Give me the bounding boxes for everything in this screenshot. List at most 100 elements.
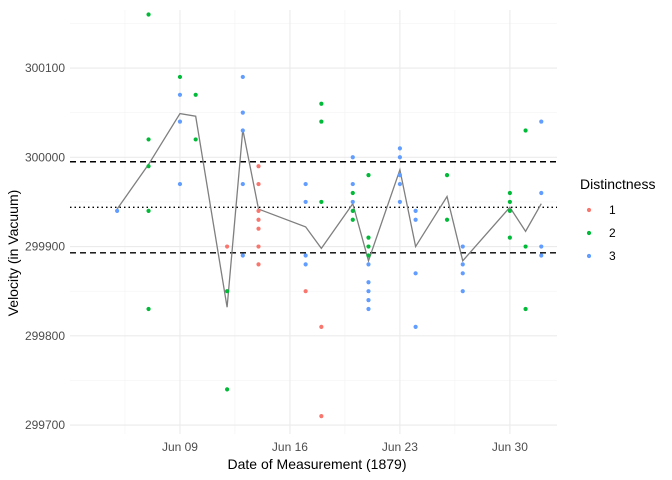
y-tick-label: 299800 (25, 329, 65, 343)
data-point-distinctness-1 (256, 262, 261, 267)
data-point-distinctness-3 (539, 244, 544, 249)
data-point-distinctness-3 (413, 217, 418, 222)
legend-key-1 (586, 207, 592, 213)
data-point-distinctness-3 (460, 289, 465, 294)
data-point-distinctness-3 (397, 199, 403, 205)
data-point-distinctness-2 (319, 101, 324, 106)
data-point-distinctness-2 (146, 208, 151, 213)
data-point-distinctness-2 (146, 12, 151, 17)
x-axis-tick-labels: Jun 09 Jun 16 Jun 23 Jun 30 (162, 440, 528, 454)
legend-key-2 (586, 230, 592, 236)
data-point-distinctness-2 (350, 208, 355, 213)
legend-entries: 1 2 3 (586, 203, 616, 263)
data-point-distinctness-2 (366, 235, 371, 240)
data-point-distinctness-3 (397, 155, 403, 160)
data-point-distinctness-2 (193, 92, 198, 97)
data-point-distinctness-3 (303, 181, 308, 187)
data-point-distinctness-3 (303, 253, 308, 258)
data-points (115, 12, 544, 419)
data-point-distinctness-3 (460, 271, 465, 276)
data-point-distinctness-2 (523, 306, 528, 312)
data-point-distinctness-3 (539, 190, 544, 196)
data-point-distinctness-2 (366, 173, 371, 178)
data-point-distinctness-3 (177, 181, 183, 187)
data-point-distinctness-2 (224, 289, 230, 294)
data-point-distinctness-3 (413, 324, 418, 329)
data-point-distinctness-1 (256, 226, 261, 231)
data-point-distinctness-2 (193, 137, 198, 142)
data-point-distinctness-1 (303, 289, 308, 294)
data-point-distinctness-3 (366, 306, 371, 312)
legend-label-1: 1 (609, 203, 616, 217)
data-point-distinctness-2 (319, 199, 324, 205)
data-point-distinctness-1 (319, 414, 324, 419)
mean-line (116, 112, 542, 308)
y-tick-label: 300000 (25, 150, 65, 164)
x-tick-label: Jun 16 (272, 440, 308, 454)
data-point-distinctness-3 (240, 181, 245, 187)
data-point-distinctness-3 (413, 208, 418, 213)
y-tick-label: 299900 (25, 240, 65, 254)
data-point-distinctness-3 (460, 244, 465, 249)
data-point-distinctness-2 (177, 74, 183, 80)
data-point-distinctness-3 (240, 110, 245, 115)
legend-label-2: 2 (609, 226, 616, 240)
data-point-distinctness-3 (460, 262, 465, 267)
data-point-distinctness-3 (177, 119, 183, 124)
data-point-distinctness-2 (507, 199, 512, 205)
data-point-distinctness-1 (256, 181, 261, 187)
data-point-distinctness-2 (507, 235, 512, 240)
data-point-distinctness-2 (523, 128, 528, 133)
data-point-distinctness-3 (366, 298, 371, 303)
data-point-distinctness-1 (319, 324, 324, 329)
legend-key-3 (586, 253, 592, 259)
data-point-distinctness-2 (146, 137, 151, 142)
x-tick-label: Jun 30 (492, 440, 528, 454)
data-point-distinctness-2 (366, 253, 371, 258)
data-point-distinctness-3 (115, 208, 120, 213)
data-point-distinctness-2 (146, 164, 151, 169)
legend: Distinctness 1 2 3 (580, 176, 655, 263)
data-point-distinctness-1 (224, 244, 230, 249)
data-point-distinctness-3 (366, 280, 371, 285)
data-point-distinctness-2 (350, 190, 355, 196)
legend-label-3: 3 (609, 249, 616, 263)
y-tick-label: 300100 (25, 61, 65, 75)
data-point-distinctness-2 (523, 244, 528, 249)
y-tick-label: 299700 (25, 418, 65, 432)
data-point-distinctness-2 (507, 208, 512, 213)
major-gridlines (70, 10, 557, 434)
data-point-distinctness-3 (177, 92, 183, 97)
data-point-distinctness-2 (224, 387, 230, 392)
data-point-distinctness-2 (366, 244, 371, 249)
data-point-distinctness-3 (350, 199, 355, 205)
data-point-distinctness-3 (366, 289, 371, 294)
data-point-distinctness-2 (146, 306, 151, 312)
data-point-distinctness-3 (240, 74, 245, 80)
data-point-distinctness-3 (413, 271, 418, 276)
y-axis-title: Velocity (in Vacuum) (5, 190, 21, 317)
data-point-distinctness-2 (507, 190, 512, 196)
data-point-distinctness-3 (539, 253, 544, 258)
data-point-distinctness-3 (539, 119, 544, 124)
data-point-distinctness-1 (256, 164, 261, 169)
data-point-distinctness-3 (240, 253, 245, 258)
data-point-distinctness-2 (350, 217, 355, 222)
data-point-distinctness-3 (303, 262, 308, 267)
data-point-distinctness-3 (303, 199, 308, 205)
data-point-distinctness-2 (319, 119, 324, 124)
reference-lines (70, 161, 557, 254)
y-axis-tick-labels: 299700 299800 299900 300000 300100 (25, 61, 65, 432)
data-point-distinctness-2 (444, 173, 450, 178)
data-point-distinctness-3 (397, 181, 403, 187)
data-point-distinctness-1 (256, 244, 261, 249)
data-point-distinctness-3 (397, 146, 403, 151)
data-point-distinctness-1 (256, 208, 261, 213)
minor-gridlines (70, 10, 557, 434)
data-point-distinctness-1 (256, 217, 261, 222)
x-axis-title: Date of Measurement (1879) (228, 456, 407, 472)
x-tick-label: Jun 23 (382, 440, 418, 454)
data-point-distinctness-3 (240, 128, 245, 133)
